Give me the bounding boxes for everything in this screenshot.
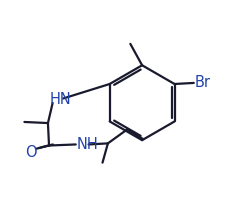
Text: HN: HN [50,92,72,107]
Text: O: O [25,145,37,160]
Text: NH: NH [77,137,99,152]
Text: Br: Br [195,75,211,91]
